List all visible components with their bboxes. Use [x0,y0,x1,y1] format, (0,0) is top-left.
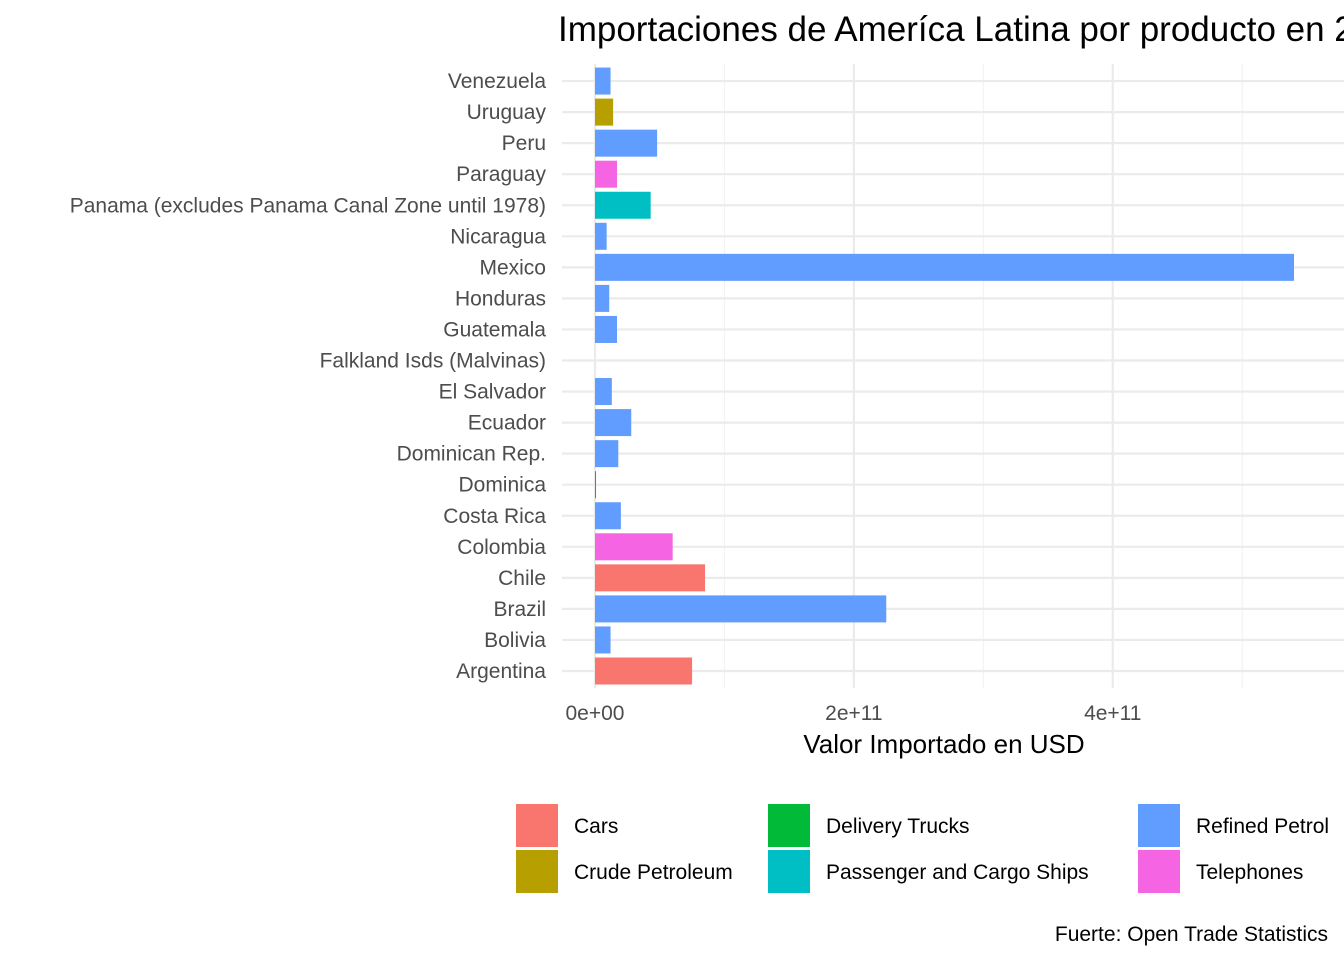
y-tick-label: Mexico [479,256,546,279]
legend-item: Delivery Trucks [768,804,970,847]
y-tick-label: Uruguay [467,101,547,124]
legend-label: Delivery Trucks [826,815,970,838]
legend-label: Cars [574,815,618,838]
legend: Cars Crude Petroleum Delivery Trucks Passen… [516,804,1329,893]
legend-item: Cars [516,804,618,847]
x-tick-label: 4e+11 [1084,702,1141,725]
y-tick-label: Nicaragua [450,225,546,248]
bar-colombia [595,533,673,561]
legend-swatch [516,804,558,847]
legend-swatch [768,804,810,847]
y-tick-label: Costa Rica [443,505,546,528]
legend-swatch [1138,850,1180,893]
bar-argentina [595,657,693,685]
legend-swatch [516,850,558,893]
legend-swatch [1138,804,1180,847]
x-axis-label: Valor Importado en USD [803,729,1084,759]
y-tick-label: Argentina [456,660,546,683]
y-tick-label: Chile [498,567,546,590]
x-tick-label: 2e+11 [825,702,882,725]
bar-paraguay [595,160,618,188]
bar-panama-excludes-panama-canal-zone-until-1978 [595,191,651,219]
y-tick-label: Falkland Isds (Malvinas) [320,350,546,373]
y-axis-tick-labels: Argentina Bolivia Brazil Chile Colombia Costa… [70,70,547,683]
legend-label: Telephones [1196,861,1303,884]
y-tick-label: El Salvador [439,381,546,404]
y-tick-label: Honduras [455,287,546,310]
y-tick-label: Brazil [493,598,546,621]
bar-brazil [595,595,887,623]
y-tick-label: Panama (excludes Panama Canal Zone until… [70,194,546,217]
bar-uruguay [595,98,614,126]
bar-nicaragua [595,222,607,250]
y-tick-label: Colombia [457,536,546,559]
legend-item: Passenger and Cargo Ships [768,850,1089,893]
bar-el-salvador [595,378,612,406]
chart-title: Importaciones de Ameríca Latina por prod… [558,10,1344,49]
bar-dominica [595,471,596,499]
legend-swatch [768,850,810,893]
legend-item: Crude Petroleum [516,850,733,893]
bar-ecuador [595,409,632,437]
bar-mexico [595,253,1294,281]
legend-item: Telephones [1138,850,1303,893]
grid-lines [562,64,1344,688]
bar-peru [595,129,658,157]
y-tick-label: Peru [502,132,546,155]
bar-guatemala [595,315,618,343]
legend-label: Refined Petrol [1196,815,1329,838]
y-tick-label: Paraguay [456,163,546,186]
y-tick-label: Bolivia [484,629,546,652]
x-axis-tick-labels: 0e+00 2e+11 4e+11 [566,702,1142,725]
bar-dominican-rep [595,440,619,468]
bars [595,67,1294,685]
legend-label: Passenger and Cargo Ships [826,861,1089,884]
y-tick-label: Dominica [458,474,546,497]
bar-costa-rica [595,502,621,530]
x-tick-label: 0e+00 [566,702,625,725]
y-tick-label: Ecuador [468,412,546,435]
legend-label: Crude Petroleum [574,861,733,884]
bar-chile [595,564,706,592]
y-tick-label: Guatemala [443,318,546,341]
y-tick-label: Dominican Rep. [397,443,546,466]
y-tick-label: Venezuela [448,70,546,93]
bar-honduras [595,284,610,312]
bar-venezuela [595,67,611,95]
caption: Fuerte: Open Trade Statistics [1055,923,1328,946]
bar-bolivia [595,626,611,654]
legend-item: Refined Petrol [1138,804,1329,847]
